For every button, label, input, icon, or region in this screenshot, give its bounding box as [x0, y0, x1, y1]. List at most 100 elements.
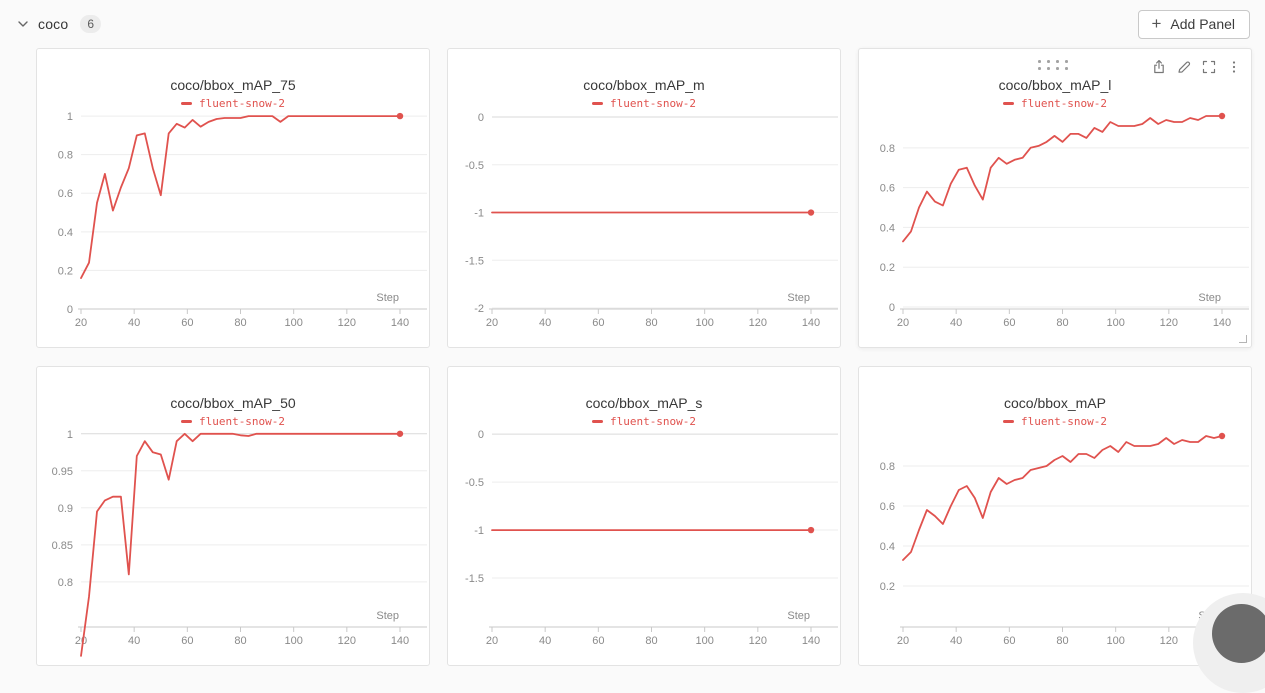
panel-title: coco/bbox_mAP_m	[583, 77, 705, 93]
x-axis: 20 40 60 80 100 120 140	[486, 626, 838, 647]
y-tick-label: 0.2	[880, 262, 895, 274]
chart-panel: coco/bbox_mAP fluent-snow-2 0.2 0.4 0.6 0.8 20…	[858, 366, 1252, 666]
x-tick-label: 140	[1213, 317, 1231, 329]
y-tick-label: 0.4	[880, 541, 895, 553]
x-tick-label: 60	[181, 635, 193, 647]
end-point-dot[interactable]	[807, 526, 815, 534]
panel-title: coco/bbox_mAP_l	[998, 77, 1112, 93]
line-chart[interactable]: 0 -0.5 -1 -1.5 -220 40 60 80 100 120 140 Step	[448, 109, 840, 347]
y-tick-label: 0.2	[58, 265, 73, 277]
x-axis: 20 40 60 80 100 120 140	[486, 308, 838, 329]
add-panel-button[interactable]: + Add Panel	[1138, 9, 1250, 39]
series-line[interactable]	[80, 432, 401, 657]
end-point-dot[interactable]	[396, 112, 404, 120]
x-tick-label: 80	[1056, 635, 1068, 647]
series-line[interactable]	[902, 435, 1223, 561]
legend: fluent-snow-2	[37, 414, 429, 428]
help-fab-button[interactable]	[1212, 604, 1265, 663]
y-tick-label: 0	[67, 304, 73, 316]
x-tick-label: 60	[1003, 635, 1015, 647]
x-tick-label: 20	[897, 635, 909, 647]
x-tick-label: 40	[950, 317, 962, 329]
x-tick-label: 100	[695, 317, 713, 329]
export-icon[interactable]	[1151, 59, 1167, 75]
end-point-dot[interactable]	[396, 430, 404, 437]
x-tick-label: 40	[128, 317, 140, 329]
legend-run-name[interactable]: fluent-snow-2	[1020, 96, 1108, 110]
legend-run-name[interactable]: fluent-snow-2	[609, 414, 697, 428]
end-point-dot[interactable]	[807, 209, 815, 216]
legend-dash-icon	[1002, 419, 1014, 423]
y-tick-label: 0.4	[58, 227, 73, 239]
x-tick-label: 100	[284, 317, 302, 329]
x-axis: 20 40 60 80 100 120 140	[75, 308, 427, 329]
kebab-menu-icon[interactable]	[1226, 59, 1242, 75]
legend-dash-icon	[591, 101, 603, 105]
panels-grid: coco/bbox_mAP_75 fluent-snow-2 0 0.2 0.4 0.6 0…	[36, 48, 1252, 666]
legend: fluent-snow-2	[859, 96, 1251, 110]
x-tick-label: 60	[592, 317, 604, 329]
y-tick-label: 0.6	[880, 183, 895, 195]
x-tick-label: 120	[338, 317, 356, 329]
line-chart[interactable]: 0 0.2 0.4 0.6 0.8 20 40 60 80 100 120 140 Step	[859, 109, 1251, 347]
legend-run-name[interactable]: fluent-snow-2	[609, 96, 697, 110]
x-tick-label: 120	[749, 317, 767, 329]
x-tick-label: 60	[1003, 317, 1015, 329]
x-tick-label: 100	[284, 635, 302, 647]
y-tick-label: 0.8	[58, 150, 73, 162]
x-tick-label: 140	[802, 317, 820, 329]
line-chart[interactable]: 0 -0.5 -1 -1.5 20 40 60 80 100 120 140 Step	[448, 427, 840, 665]
legend-dash-icon	[180, 419, 192, 423]
panel-title: coco/bbox_mAP_50	[170, 395, 296, 411]
gridlines	[903, 147, 1249, 308]
series-line[interactable]	[902, 115, 1223, 243]
y-tick-label: 0.9	[58, 503, 73, 515]
y-tick-label: -2	[474, 303, 484, 315]
chart-panel: coco/bbox_mAP_m fluent-snow-2 0 -0.5 -1 -1.5 -…	[447, 48, 841, 348]
fullscreen-icon[interactable]	[1201, 59, 1217, 75]
y-tick-label: -0.5	[465, 160, 484, 172]
x-tick-label: 120	[749, 635, 767, 647]
x-axis: 20 40 60 80 100 120 140	[75, 626, 427, 647]
section-title[interactable]: coco	[38, 16, 69, 32]
y-tick-label: -1	[474, 208, 484, 220]
edit-icon[interactable]	[1176, 59, 1192, 75]
y-tick-label: 0	[889, 302, 895, 314]
x-tick-label: 60	[181, 317, 193, 329]
legend-dash-icon	[1002, 101, 1014, 105]
resize-corner[interactable]	[1239, 335, 1247, 343]
y-tick-label: 0.8	[58, 577, 73, 589]
legend-run-name[interactable]: fluent-snow-2	[1020, 414, 1108, 428]
end-point-dot[interactable]	[1218, 112, 1226, 120]
x-tick-label: 20	[75, 317, 87, 329]
legend-run-name[interactable]: fluent-snow-2	[198, 414, 286, 428]
x-tick-label: 140	[802, 635, 820, 647]
legend-run-name[interactable]: fluent-snow-2	[198, 96, 286, 110]
y-tick-label: -1.5	[465, 255, 484, 267]
section-header: coco 6 + Add Panel	[0, 0, 1265, 48]
x-tick-label: 20	[486, 635, 498, 647]
x-tick-label: 120	[338, 635, 356, 647]
x-tick-label: 100	[695, 635, 713, 647]
legend: fluent-snow-2	[37, 96, 429, 110]
drag-dots-icon[interactable]	[1038, 60, 1074, 74]
x-tick-label: 60	[592, 635, 604, 647]
x-axis-title: Step	[376, 610, 399, 622]
y-tick-label: 0.85	[52, 540, 73, 552]
x-tick-label: 40	[128, 635, 140, 647]
y-tick-label: 0.2	[880, 581, 895, 593]
chevron-down-icon[interactable]	[16, 17, 30, 31]
x-tick-label: 40	[950, 635, 962, 647]
legend: fluent-snow-2	[448, 414, 840, 428]
series-line[interactable]	[80, 115, 401, 280]
end-point-dot[interactable]	[1218, 432, 1226, 440]
x-tick-label: 80	[645, 635, 657, 647]
x-tick-label: 20	[897, 317, 909, 329]
chart-panel: coco/bbox_mAP_s fluent-snow-2 0 -0.5 -1 -1.5 2…	[447, 366, 841, 666]
x-axis: 20 40 60 80 100 120 140	[897, 308, 1249, 329]
x-tick-label: 20	[486, 317, 498, 329]
x-tick-label: 80	[1056, 317, 1068, 329]
